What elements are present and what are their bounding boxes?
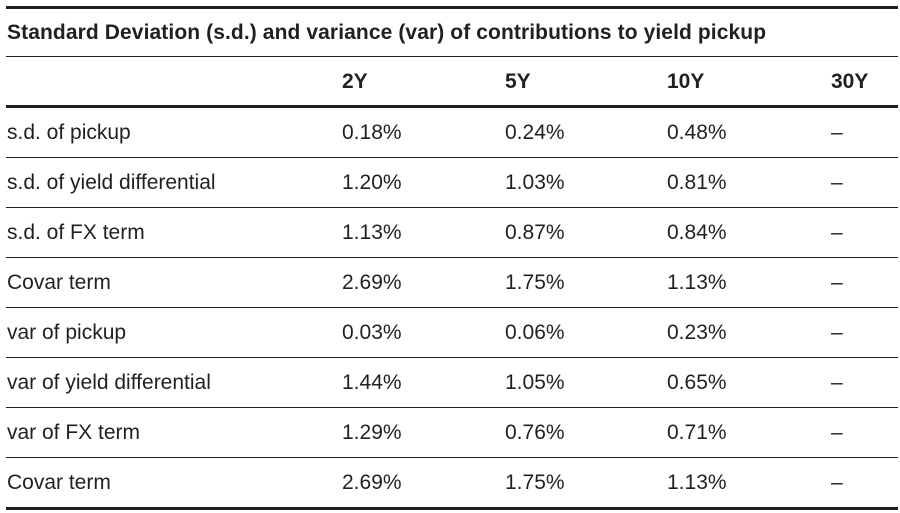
cell-5y: 0.06% [505, 307, 667, 358]
row-label: Covar term [6, 257, 342, 308]
header-cell-10y: 10Y [667, 57, 831, 108]
header-cell-5y: 5Y [505, 57, 667, 108]
cell-30y: – [831, 257, 898, 308]
cell-5y: 1.05% [505, 357, 667, 408]
cell-5y: 1.75% [505, 457, 667, 510]
cell-30y: – [831, 357, 898, 408]
cell-10y: 0.81% [667, 157, 831, 208]
cell-2y: 1.13% [342, 207, 505, 258]
row-label: var of FX term [6, 407, 342, 458]
row-label: s.d. of yield differential [6, 157, 342, 208]
cell-30y: – [831, 307, 898, 358]
contributions-table: 2Y 5Y 10Y 30Y s.d. of pickup 0.18% 0.24%… [6, 57, 898, 510]
cell-5y: 0.24% [505, 106, 667, 158]
table-row: s.d. of pickup 0.18% 0.24% 0.48% – [6, 106, 898, 158]
cell-10y: 1.13% [667, 257, 831, 308]
table-row: s.d. of yield differential 1.20% 1.03% 0… [6, 157, 898, 208]
cell-10y: 0.71% [667, 407, 831, 458]
cell-2y: 2.69% [342, 457, 505, 510]
cell-10y: 0.23% [667, 307, 831, 358]
cell-5y: 1.03% [505, 157, 667, 208]
row-label: var of yield differential [6, 357, 342, 408]
cell-2y: 1.44% [342, 357, 505, 408]
table-caption: Standard Deviation (s.d.) and variance (… [7, 21, 767, 44]
row-label: s.d. of FX term [6, 207, 342, 258]
cell-2y: 0.03% [342, 307, 505, 358]
cell-5y: 0.87% [505, 207, 667, 258]
header-cell-30y: 30Y [831, 57, 898, 108]
table-row: var of FX term 1.29% 0.76% 0.71% – [6, 407, 898, 458]
cell-10y: 0.48% [667, 106, 831, 158]
table-row: Covar term 2.69% 1.75% 1.13% – [6, 257, 898, 308]
cell-10y: 0.65% [667, 357, 831, 408]
table-row: var of yield differential 1.44% 1.05% 0.… [6, 357, 898, 408]
cell-2y: 2.69% [342, 257, 505, 308]
cell-30y: – [831, 157, 898, 208]
header-row: 2Y 5Y 10Y 30Y [6, 57, 898, 108]
table-row: var of pickup 0.03% 0.06% 0.23% – [6, 307, 898, 358]
cell-5y: 0.76% [505, 407, 667, 458]
table-row: s.d. of FX term 1.13% 0.87% 0.84% – [6, 207, 898, 258]
cell-5y: 1.75% [505, 257, 667, 308]
row-label: Covar term [6, 457, 342, 510]
cell-30y: – [831, 407, 898, 458]
cell-10y: 1.13% [667, 457, 831, 510]
row-label: var of pickup [6, 307, 342, 358]
header-cell-2y: 2Y [342, 57, 505, 108]
cell-30y: – [831, 207, 898, 258]
table-row: Covar term 2.69% 1.75% 1.13% – [6, 457, 898, 510]
cell-2y: 1.20% [342, 157, 505, 208]
cell-30y: – [831, 106, 898, 158]
header-cell-label [6, 57, 342, 108]
cell-2y: 1.29% [342, 407, 505, 458]
top-rule [6, 6, 898, 9]
cell-2y: 0.18% [342, 106, 505, 158]
cell-30y: – [831, 457, 898, 510]
row-label: s.d. of pickup [6, 106, 342, 158]
data-table-block: Standard Deviation (s.d.) and variance (… [6, 6, 898, 510]
cell-10y: 0.84% [667, 207, 831, 258]
caption-rule [6, 56, 898, 57]
